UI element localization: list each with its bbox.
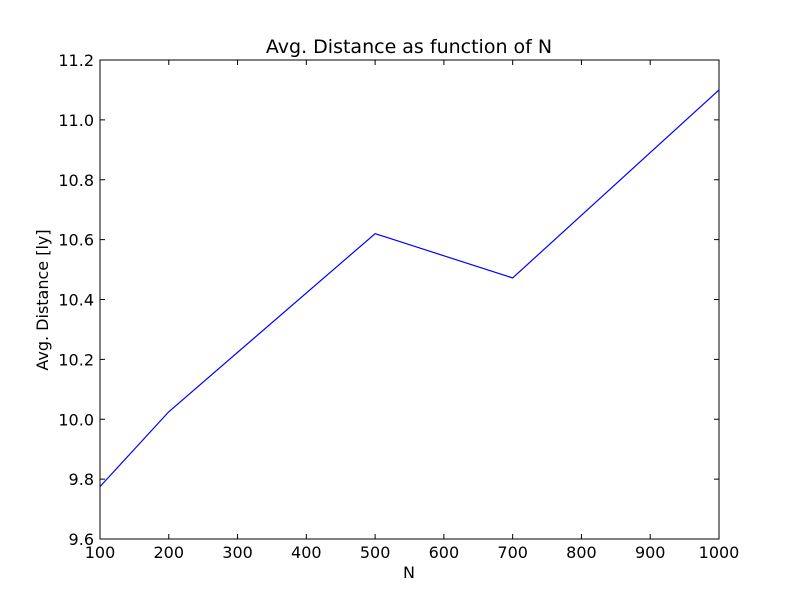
x-tick-label: 800 [566, 543, 597, 562]
y-tick-label: 11.2 [58, 51, 94, 70]
plot-frame [99, 59, 720, 540]
x-tick-label: 300 [222, 543, 253, 562]
y-axis: 9.6 9.8 10.0 10.2 10.4 10.6 10.8 11.0 11.2 [58, 51, 719, 549]
x-tick-label: 600 [429, 543, 460, 562]
y-tick-label: 10.8 [58, 171, 94, 190]
series-line-0 [99, 89, 720, 488]
y-axis-title: Avg. Distance [ly] [33, 229, 52, 370]
y-tick-label: 10.0 [58, 410, 94, 429]
plot-series [99, 89, 720, 488]
y-tick-label: 10.2 [58, 350, 94, 369]
x-tick-label: 1000 [699, 543, 740, 562]
y-tick-label: 9.6 [69, 530, 94, 549]
x-tick-label: 200 [154, 543, 185, 562]
x-tick-label: 500 [360, 543, 391, 562]
y-tick-label: 9.8 [69, 470, 94, 489]
y-tick-label: 11.0 [58, 111, 94, 130]
y-tick-label: 10.6 [58, 231, 94, 250]
x-tick-label: 100 [85, 543, 116, 562]
x-axis-title: N [403, 563, 415, 582]
x-axis: 100 200 300 400 500 600 700 800 900 1000 [85, 60, 740, 562]
y-tick-label: 10.4 [58, 291, 94, 310]
x-tick-label: 900 [635, 543, 666, 562]
x-tick-label: 400 [291, 543, 322, 562]
chart-title: Avg. Distance as function of N [266, 36, 552, 58]
x-tick-label: 700 [497, 543, 528, 562]
